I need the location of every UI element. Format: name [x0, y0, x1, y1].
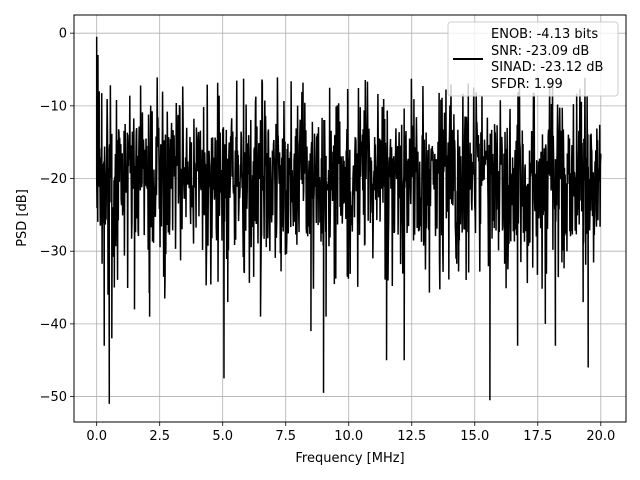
x-axis-ticks: 0.0 2.5 5.0 7.5 10.0 12.5 15.0 17.5 20.0 [86, 422, 615, 444]
y-tick-label: −10 [40, 99, 67, 114]
legend-box [447, 21, 619, 97]
x-tick-label: 15.0 [460, 429, 489, 444]
y-tick-label: −40 [40, 317, 67, 332]
y-axis-ticks: 0 −10 −20 −30 −40 −50 [40, 27, 74, 405]
x-tick-label: 7.5 [275, 429, 296, 444]
x-tick-label: 10.0 [334, 429, 363, 444]
legend-line-sfdr: SFDR: 1.99 [491, 77, 563, 92]
legend-line-snr: SNR: -23.09 dB [491, 44, 589, 59]
series-layer [95, 36, 602, 404]
y-tick-label: −50 [40, 390, 67, 405]
x-tick-label: 0.0 [86, 429, 107, 444]
x-tick-label: 20.0 [586, 429, 615, 444]
legend-line-enob: ENOB: -4.13 bits [491, 27, 598, 42]
x-tick-label: 17.5 [523, 429, 552, 444]
axes-frame [73, 14, 627, 423]
y-axis-label: PSD [dB] [15, 189, 30, 247]
psd-series-line [95, 36, 602, 404]
legend: ENOB: -4.13 bits SNR: -23.09 dB SINAD: -… [447, 21, 619, 97]
x-axis-label: Frequency [MHz] [295, 451, 404, 466]
legend-line-sinad: SINAD: -23.12 dB [491, 60, 603, 75]
x-tick-label: 2.5 [149, 429, 170, 444]
x-tick-label: 12.5 [397, 429, 426, 444]
y-tick-label: −30 [40, 245, 67, 260]
x-tick-label: 5.0 [212, 429, 233, 444]
y-tick-label: 0 [59, 27, 67, 42]
y-tick-label: −20 [40, 172, 67, 187]
